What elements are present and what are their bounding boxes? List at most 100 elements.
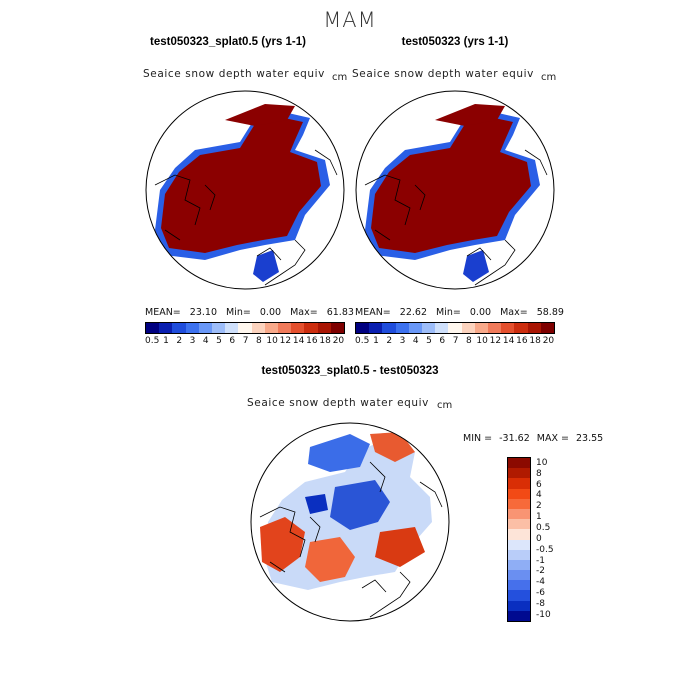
panel1-max-value: 61.83 [326,307,354,318]
colorbar-tick-label: 6 [439,336,446,346]
colorbar-tick-label: -0.5 [536,544,554,555]
colorbar-tick-label: -8 [536,599,545,610]
panel2-max-value: 58.89 [536,307,564,318]
panel1-min-label: Min= [226,307,251,318]
panel3-map [250,422,450,622]
panel2-ice-arm [435,104,505,126]
colorbar-swatch [514,323,528,333]
panel3-title: test050323_splat0.5 - test050323 [261,365,439,377]
panel2-map-border [355,90,555,290]
panel2-min-label: Min= [436,307,461,318]
panel2-min-value: 0.00 [469,307,492,318]
colorbar-tick-label: 5 [426,336,432,346]
colorbar-swatch [185,323,199,333]
panel3-variable-label: Seaice snow depth water equiv [247,397,429,409]
colorbar-swatch [508,519,530,530]
panel2-colorbar [355,322,555,334]
colorbar-swatch [212,323,226,333]
colorbar-swatch [408,323,423,333]
colorbar-swatch [508,478,530,489]
colorbar-tick-label: 5 [216,336,222,346]
colorbar-swatch [508,508,530,520]
panel3-red-patch-north [370,432,415,462]
colorbar-tick-label: 3 [189,336,196,346]
colorbar-tick-label: 2 [536,501,542,512]
colorbar-swatch [422,323,436,333]
panel3-min-value: -31.62 [499,433,530,444]
colorbar-swatch [382,323,396,333]
colorbar-swatch [508,468,530,479]
colorbar-tick-label: -6 [536,588,545,599]
panel3-colorbar [507,457,531,622]
panel3-red-patch-west [260,517,305,572]
colorbar-tick-label: 12 [279,336,292,346]
colorbar-tick-label: 1 [373,336,379,346]
panel1-ice-core [161,116,321,253]
colorbar-swatch [278,323,292,333]
panel1-stats: MEAN= 23.10 Min= 0.00 Max= 61.83 [145,307,354,318]
colorbar-tick-label: 6 [536,479,542,490]
colorbar-swatch [508,498,530,509]
colorbar-swatch [146,323,160,333]
colorbar-swatch [198,323,213,333]
colorbar-swatch [330,323,345,333]
colorbar-tick-label: 12 [489,336,502,346]
colorbar-tick-label: 7 [452,336,459,346]
panel1-max-label: Max= [290,307,318,318]
panel1-colorbar [145,322,345,334]
colorbar-tick-label: 4 [202,336,209,346]
panel2-ice-core [371,116,531,253]
colorbar-tick-label: 0.5 [536,523,551,534]
colorbar-tick-label: 8 [465,336,472,346]
colorbar-swatch [508,549,530,560]
colorbar-swatch [238,323,252,333]
panel2-mean-value: 22.62 [399,307,427,318]
panel3-stats: MIN = -31.62 MAX = 23.55 [463,433,603,444]
colorbar-swatch [291,323,305,333]
panel1-mean-value: 23.10 [189,307,217,318]
panel3-colorbar-ticks: 10 8 6 4 2 1 0.5 0 -0.5 -1 -2 -4 -6 -8 -10 [536,457,576,620]
colorbar-swatch [508,580,530,591]
panel1-coastline [154,149,338,286]
colorbar-swatch [540,323,555,333]
colorbar-swatch [508,539,530,550]
colorbar-swatch [225,323,239,333]
colorbar-swatch [508,570,530,581]
panel1-colorbar-ticks: 0.5 1 2 3 4 5 6 7 8 10 12 14 16 18 20 [145,336,345,346]
colorbar-swatch [508,600,530,611]
colorbar-swatch [461,323,475,333]
panel1-map [145,90,345,290]
panel3-red-patch-south [305,537,355,582]
colorbar-swatch [508,610,530,621]
colorbar-tick-label: 10 [476,336,488,346]
colorbar-swatch [474,323,489,333]
panel2-title: test050323 (yrs 1-1) [401,36,509,48]
colorbar-tick-label: 1 [536,512,542,523]
colorbar-swatch [508,458,530,469]
colorbar-tick-label: 16 [516,336,528,346]
panel2-coastline [364,149,548,286]
colorbar-tick-label: 0 [536,533,542,544]
colorbar-swatch [264,323,279,333]
colorbar-tick-label: 0.5 [355,336,370,346]
colorbar-tick-label: -1 [536,555,545,566]
panel1-title: test050323_splat0.5 (yrs 1-1) [150,36,306,48]
panel1-min-value: 0.00 [259,307,282,318]
colorbar-swatch [395,323,409,333]
colorbar-tick-label: 20 [332,336,345,346]
colorbar-swatch [304,323,318,333]
colorbar-swatch [317,323,331,333]
colorbar-tick-label: 16 [306,336,318,346]
panel2-map [355,90,555,290]
colorbar-tick-label: -2 [536,566,545,577]
colorbar-swatch [508,488,530,499]
panel2-units: cm [541,72,557,83]
panel2-mean-label: MEAN= [355,307,391,318]
panel1-map-border [145,90,345,290]
colorbar-swatch [527,323,541,333]
colorbar-tick-label: 18 [319,336,331,346]
colorbar-swatch [356,323,370,333]
panel3-max-value: 23.55 [576,433,604,444]
colorbar-swatch [508,559,530,571]
panel1-units: cm [332,72,348,83]
